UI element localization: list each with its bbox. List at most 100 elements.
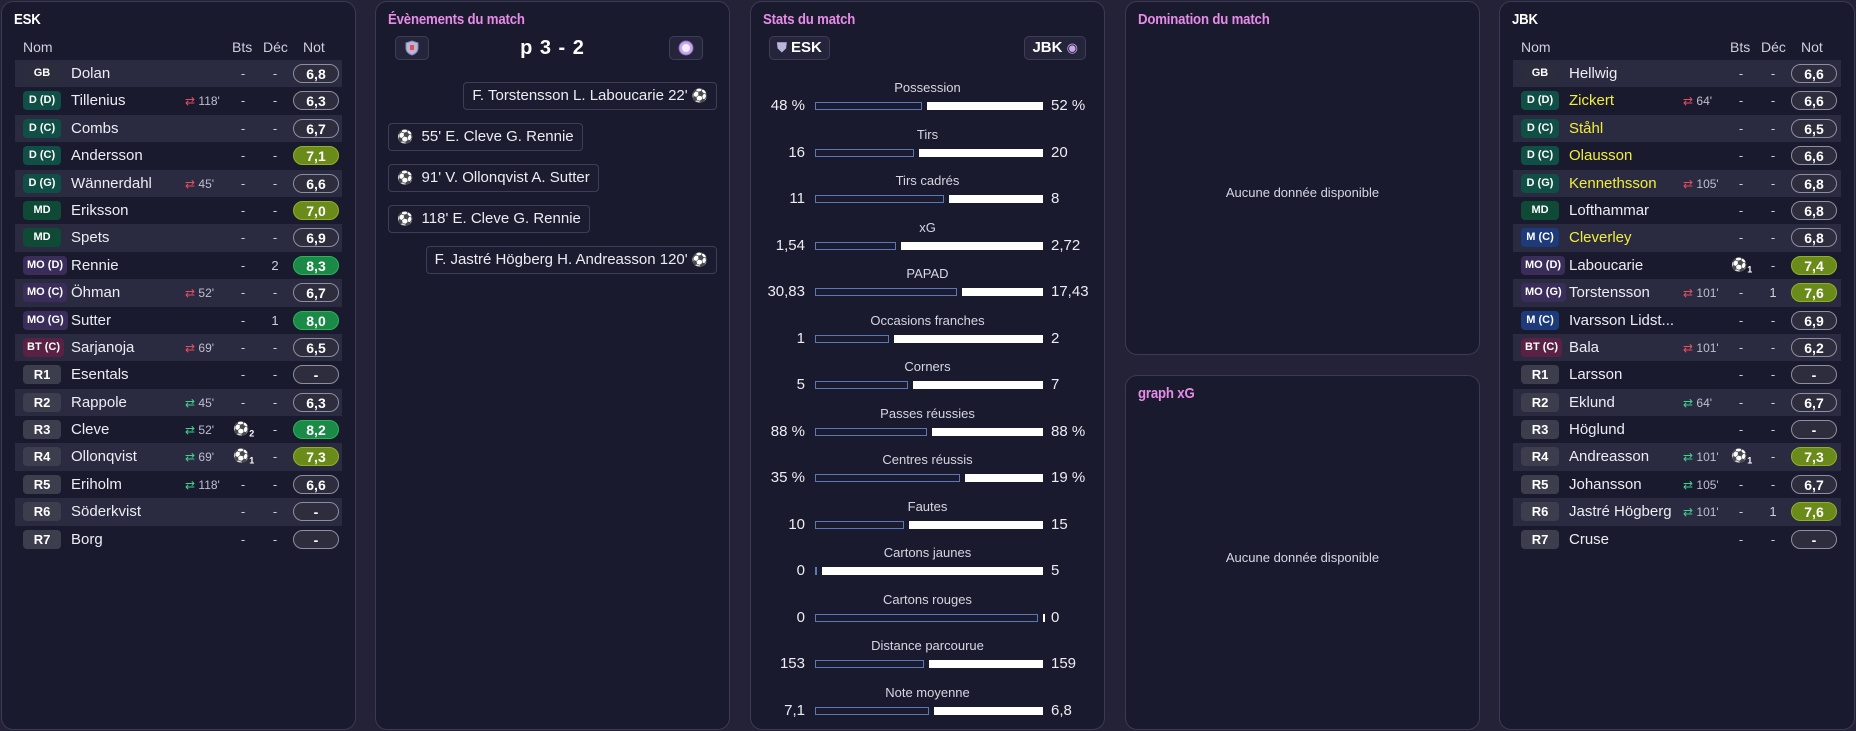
player-name[interactable]: Olausson	[1569, 147, 1633, 165]
sub-out-icon: ⇄	[185, 286, 196, 301]
player-name[interactable]: Larsson	[1569, 366, 1623, 384]
player-row[interactable]: GB Dolan - -6,8	[15, 60, 342, 88]
match-event[interactable]: ⚽ 118' E. Cleve G. Rennie	[388, 205, 590, 233]
player-row[interactable]: D (D) Zickert ⇄ 64' - -6,6	[1513, 87, 1841, 114]
header-dec[interactable]: Déc	[1761, 39, 1786, 55]
player-name[interactable]: Torstensson	[1569, 284, 1650, 302]
player-name[interactable]: Ollonqvist	[71, 448, 137, 466]
header-goals[interactable]: Bts	[232, 39, 253, 55]
player-name[interactable]: Eriholm	[71, 475, 122, 493]
match-event[interactable]: F. Jastré Högberg H. Andreasson 120' ⚽	[425, 246, 717, 274]
position-badge: MD	[1521, 200, 1559, 220]
stat-home-bar	[815, 334, 889, 343]
player-row[interactable]: R6 Söderkvist - - -	[15, 498, 342, 526]
player-name[interactable]: Bala	[1569, 338, 1600, 356]
player-row[interactable]: MO (D) Rennie - 2 8,3	[15, 252, 342, 279]
header-name[interactable]: Nom	[1521, 39, 1551, 55]
player-row[interactable]: R5 Johansson ⇄ 105' - -6,7	[1513, 471, 1841, 498]
rating-pill: 6,6	[293, 474, 339, 494]
player-name[interactable]: Andersson	[71, 147, 143, 165]
player-row[interactable]: R7 Cruse - - -	[1513, 526, 1841, 553]
rating-pill: 8,2	[293, 420, 339, 440]
player-name[interactable]: Combs	[71, 119, 119, 137]
player-row[interactable]: BT (C) Bala ⇄ 101' - -6,2	[1513, 333, 1841, 362]
match-event[interactable]: ⚽ 91' V. Ollonqvist A. Sutter	[388, 164, 599, 192]
stat-home-value: 5	[796, 376, 805, 393]
player-row[interactable]: D (C) Combs - -6,7	[15, 114, 342, 143]
player-row[interactable]: R2 Rappole ⇄ 45' - -6,3	[15, 388, 342, 417]
player-row[interactable]: D (C) Ståhl - -6,5	[1513, 114, 1841, 143]
player-name[interactable]: Zickert	[1569, 92, 1614, 110]
player-name[interactable]: Laboucarie	[1569, 256, 1644, 274]
player-name[interactable]: Söderkvist	[71, 503, 142, 521]
player-row[interactable]: R5 Eriholm ⇄ 118' - -6,6	[15, 471, 342, 498]
player-row[interactable]: R6 Jastré Högberg ⇄ 101' - 1 7,6	[1513, 498, 1841, 526]
stat-away-value: 5	[1051, 562, 1060, 579]
player-row[interactable]: MO (C) Öhman ⇄ 52' - -6,7	[15, 279, 342, 307]
player-row[interactable]: D (C) Andersson - -7,1	[15, 142, 342, 169]
player-name[interactable]: Jastré Högberg	[1569, 503, 1672, 521]
player-row[interactable]: R4 Andreasson ⇄ 101' ⚽1 -7,3	[1513, 443, 1841, 471]
player-row[interactable]: BT (C) Sarjanoja ⇄ 69' - -6,5	[15, 333, 342, 362]
player-name[interactable]: Ståhl	[1569, 119, 1604, 137]
player-name[interactable]: Tillenius	[71, 92, 126, 110]
player-row[interactable]: M (C) Ivarsson Lidst... - -6,9	[1513, 307, 1841, 334]
player-row[interactable]: D (G) Kennethsson ⇄ 105' - -6,8	[1513, 169, 1841, 197]
stat-home-value: 16	[788, 143, 805, 161]
stat-away-value: 52 %	[1051, 97, 1086, 114]
player-row[interactable]: MO (D) Laboucarie ⚽1 -7,4	[1513, 252, 1841, 279]
player-row[interactable]: MD Spets - -6,9	[15, 224, 342, 252]
player-name[interactable]: Wännerdahl	[71, 174, 152, 192]
home-lineup-panel: ESK Nom Bts Déc Not GB Dolan - -6,8 D (D) Til…	[1, 1, 356, 730]
player-row[interactable]: R1 Esentals - - -	[15, 361, 342, 388]
player-name[interactable]: Kennethsson	[1569, 174, 1657, 192]
player-row[interactable]: M (C) Cleverley - -6,8	[1513, 224, 1841, 252]
player-row[interactable]: R7 Borg - - -	[15, 526, 342, 553]
player-name[interactable]: Höglund	[1569, 421, 1625, 439]
player-name[interactable]: Dolan	[71, 65, 111, 82]
player-name[interactable]: Andreasson	[1569, 448, 1650, 466]
match-event[interactable]: F. Torstensson L. Laboucarie 22' ⚽	[463, 82, 717, 110]
player-name[interactable]: Hellwig	[1569, 65, 1618, 82]
player-name[interactable]: Eriksson	[71, 201, 129, 219]
player-name[interactable]: Borg	[71, 530, 103, 548]
header-rating[interactable]: Not	[303, 39, 325, 55]
player-name[interactable]: Öhman	[71, 284, 121, 302]
player-name[interactable]: Ivarsson Lidst...	[1569, 311, 1675, 329]
player-name[interactable]: Eklund	[1569, 393, 1615, 411]
player-name[interactable]: Spets	[71, 229, 110, 247]
header-dec[interactable]: Déc	[263, 39, 288, 55]
player-name[interactable]: Johansson	[1569, 475, 1642, 493]
player-row[interactable]: MD Lofthammar - -6,8	[1513, 197, 1841, 224]
player-name[interactable]: Sutter	[71, 311, 112, 329]
stat-away-value: 2	[1051, 329, 1060, 347]
player-row[interactable]: R2 Eklund ⇄ 64' - -6,7	[1513, 388, 1841, 417]
player-row[interactable]: R3 Cleve ⇄ 52' ⚽2 -8,2	[15, 416, 342, 443]
player-row[interactable]: D (C) Olausson - -6,6	[1513, 142, 1841, 169]
player-name[interactable]: Cleverley	[1569, 229, 1632, 247]
header-rating[interactable]: Not	[1801, 39, 1823, 55]
player-row[interactable]: R4 Ollonqvist ⇄ 69' ⚽1 -7,3	[15, 443, 342, 471]
player-name[interactable]: Rennie	[71, 256, 119, 274]
player-name[interactable]: Cleve	[71, 421, 110, 439]
player-row[interactable]: D (G) Wännerdahl ⇄ 45' - -6,6	[15, 169, 342, 197]
player-row[interactable]: MO (G) Sutter - 1 8,0	[15, 307, 342, 334]
player-name[interactable]: Rappole	[71, 393, 127, 411]
rating-pill: -	[1791, 529, 1837, 549]
match-event[interactable]: ⚽ 55' E. Cleve G. Rennie	[388, 123, 583, 151]
player-row[interactable]: GB Hellwig - -6,6	[1513, 60, 1841, 88]
stat-away-value: 15	[1051, 515, 1068, 533]
player-row[interactable]: MD Eriksson - -7,0	[15, 197, 342, 224]
away-lineup-rows: GB Hellwig - -6,6 D (D) Zickert ⇄ 64' - -6,6 D (C…	[1513, 60, 1841, 553]
player-row[interactable]: MO (G) Torstensson ⇄ 101' - 1 7,6	[1513, 279, 1841, 307]
player-row[interactable]: R3 Höglund - - -	[1513, 416, 1841, 443]
stat-row: Occasions franches 1 2	[751, 313, 1104, 353]
header-goals[interactable]: Bts	[1730, 39, 1751, 55]
player-row[interactable]: D (D) Tillenius ⇄ 118' - -6,3	[15, 87, 342, 114]
header-name[interactable]: Nom	[23, 39, 53, 55]
player-name[interactable]: Lofthammar	[1569, 201, 1650, 219]
player-name[interactable]: Cruse	[1569, 530, 1610, 548]
player-name[interactable]: Sarjanoja	[71, 338, 135, 356]
player-row[interactable]: R1 Larsson - - -	[1513, 361, 1841, 388]
player-name[interactable]: Esentals	[71, 366, 129, 384]
